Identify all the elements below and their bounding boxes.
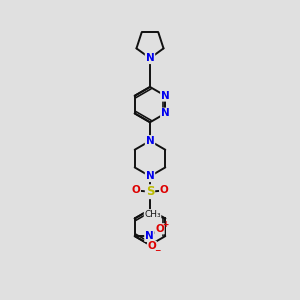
Text: CH₃: CH₃ <box>144 209 161 218</box>
Text: +: + <box>162 220 168 229</box>
Text: N: N <box>146 53 154 63</box>
Text: N: N <box>145 231 154 241</box>
Text: N: N <box>146 136 154 146</box>
Text: O: O <box>148 242 156 251</box>
Text: O: O <box>155 224 164 234</box>
Text: N: N <box>146 171 154 181</box>
Text: O: O <box>131 185 140 196</box>
Text: O: O <box>160 185 169 196</box>
Text: S: S <box>146 185 154 198</box>
Text: N: N <box>161 91 170 101</box>
Text: N: N <box>161 108 170 118</box>
Text: −: − <box>154 246 161 255</box>
